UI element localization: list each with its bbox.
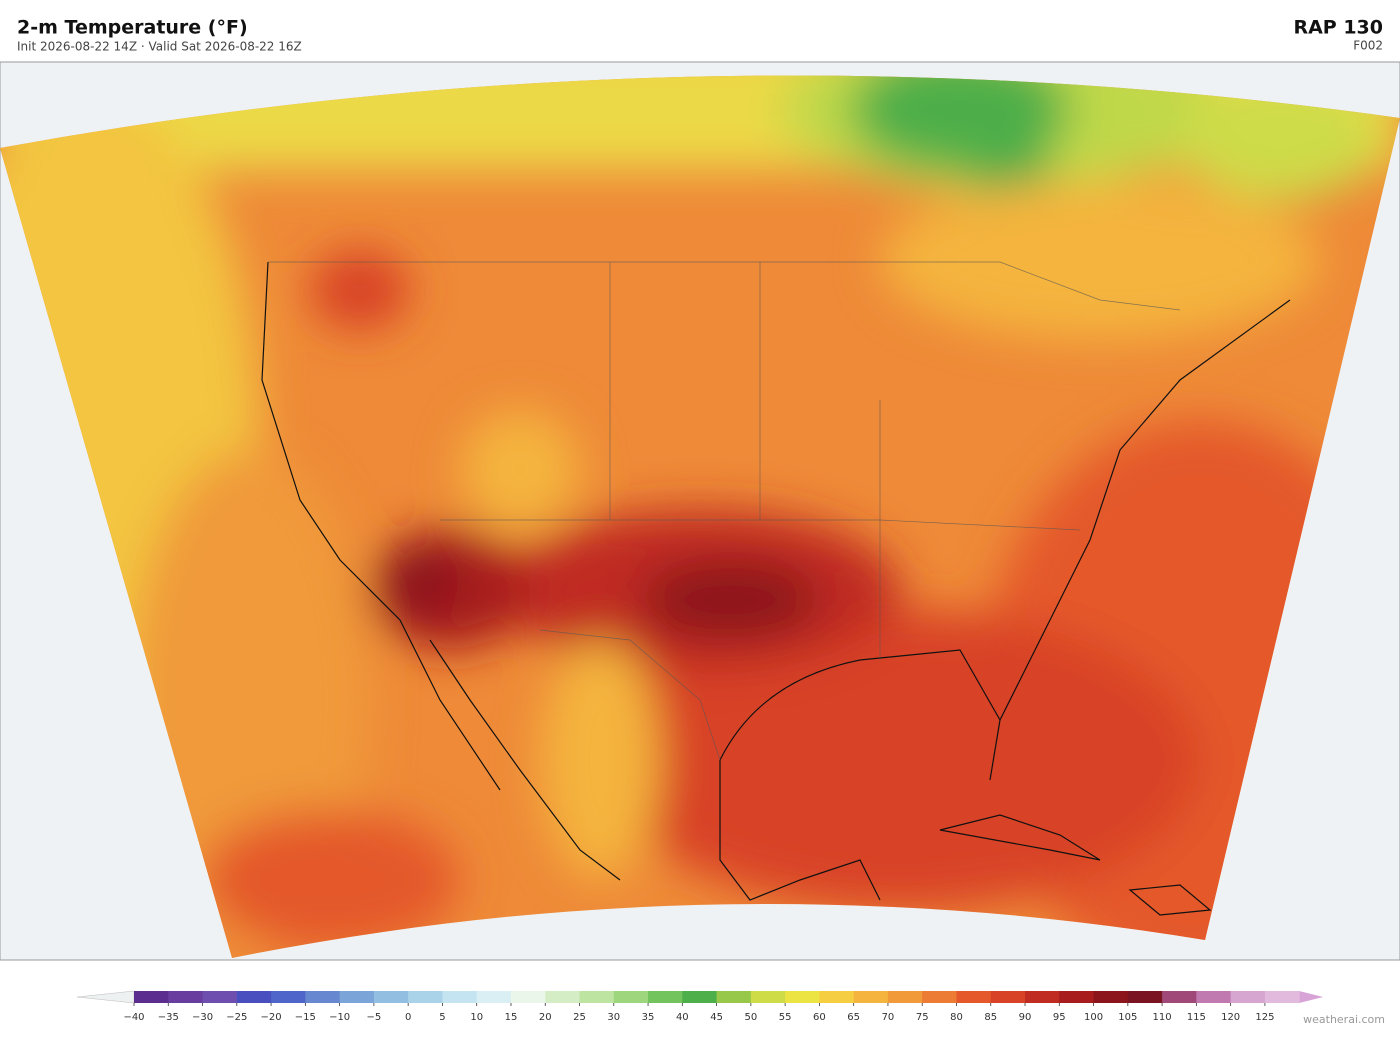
colorbar-segment [168, 991, 204, 1003]
colorbar-segment [1059, 991, 1095, 1003]
colorbar-segment [1230, 991, 1266, 1003]
map [0, 61, 1400, 961]
forecast-hour: F002 [1353, 39, 1383, 53]
colorbar-segment [956, 991, 992, 1003]
colorbar-tick-label: 15 [505, 1012, 518, 1023]
colorbar-tick-label: 30 [607, 1012, 620, 1023]
colorbar-segment [887, 991, 923, 1003]
colorbar-tick-label: −35 [158, 1012, 179, 1023]
colorbar-segment [990, 991, 1026, 1003]
colorbar-segment [202, 991, 238, 1003]
colorbar-tick-label: −30 [192, 1012, 213, 1023]
colorbar-tick-label: 25 [573, 1012, 586, 1023]
colorbar-segment [750, 991, 786, 1003]
credit: weatherai.com [1303, 1013, 1385, 1026]
colorbar-tick-label: 95 [1053, 1012, 1066, 1023]
colorbar-segment [510, 991, 546, 1003]
colorbar-tick-label: 10 [470, 1012, 483, 1023]
colorbar-segment [682, 991, 718, 1003]
colorbar-segment [545, 991, 581, 1003]
colorbar-tick-label: 65 [847, 1012, 860, 1023]
colorbar-tick-label: 70 [882, 1012, 895, 1023]
colorbar-tick-label: 85 [984, 1012, 997, 1023]
colorbar-segment [613, 991, 649, 1003]
colorbar-segment [339, 991, 375, 1003]
colorbar-segment [476, 991, 512, 1003]
colorbar: −40 −35 −30 −25 −20 −15 −10 −5 0 5 10 15 20 25 30 35 40 4… [76, 990, 1324, 1023]
colorbar-tick-label: 100 [1084, 1012, 1103, 1023]
colorbar-segment [716, 991, 752, 1003]
colorbar-segment [922, 991, 957, 1003]
colorbar-tick-label: 115 [1187, 1012, 1206, 1023]
colorbar-over [1299, 991, 1324, 1003]
colorbar-segment [785, 991, 820, 1003]
colorbar-tick-label: 105 [1118, 1012, 1137, 1023]
colorbar-segment [236, 991, 272, 1003]
colorbar-tick-label: 0 [405, 1012, 411, 1023]
colorbar-tick-label: −15 [295, 1012, 316, 1023]
colorbar-tick-label: −25 [226, 1012, 247, 1023]
colorbar-tick-label: 75 [916, 1012, 929, 1023]
colorbar-tick-label: 40 [676, 1012, 689, 1023]
colorbar-tick-label: 80 [950, 1012, 963, 1023]
colorbar-tick-label: 50 [744, 1012, 757, 1023]
colorbar-tick-label: 60 [813, 1012, 826, 1023]
colorbar-tick-label: 35 [642, 1012, 655, 1023]
colorbar-tick-label: 110 [1153, 1012, 1172, 1023]
colorbar-segment [442, 991, 478, 1003]
colorbar-tick-label: 120 [1221, 1012, 1240, 1023]
colorbar-segment [819, 991, 855, 1003]
colorbar-segment [648, 991, 683, 1003]
colorbar-tick-label: 55 [779, 1012, 792, 1023]
colorbar-segment [1127, 991, 1163, 1003]
colorbar-tick-label: 125 [1255, 1012, 1274, 1023]
colorbar-tick-label: 45 [710, 1012, 723, 1023]
colorbar-tick-label: 20 [539, 1012, 552, 1023]
colorbar-segment [408, 991, 443, 1003]
borders [268, 261, 1181, 761]
colorbar-segment [1264, 991, 1300, 1003]
colorbar-segment [305, 991, 341, 1003]
colorbar-tick-label: 90 [1019, 1012, 1032, 1023]
colorbar-segment [579, 991, 615, 1003]
model-label: RAP 130 [1293, 17, 1383, 39]
colorbar-segment [271, 991, 306, 1003]
colorbar-tick-label: −20 [261, 1012, 282, 1023]
colorbar-segment [134, 991, 169, 1003]
colorbar-tick-label: −10 [329, 1012, 350, 1023]
subtitle: Init 2026-08-22 14Z · Valid Sat 2026-08-… [17, 40, 302, 54]
colorbar-segment [1093, 991, 1129, 1003]
colorbar-segment [1025, 991, 1060, 1003]
colorbar-segment [1162, 991, 1197, 1003]
colorbar-tick-label: 5 [439, 1012, 445, 1023]
temperature-field [0, 75, 1400, 959]
colorbar-segment [373, 991, 409, 1003]
colorbar-segment [853, 991, 889, 1003]
colorbar-segment [1196, 991, 1232, 1003]
colorbar-tick-label: −5 [367, 1012, 382, 1023]
colorbar-tick-label: −40 [123, 1012, 144, 1023]
coastlines [261, 261, 1291, 916]
title: 2-m Temperature (°F) [17, 17, 248, 39]
